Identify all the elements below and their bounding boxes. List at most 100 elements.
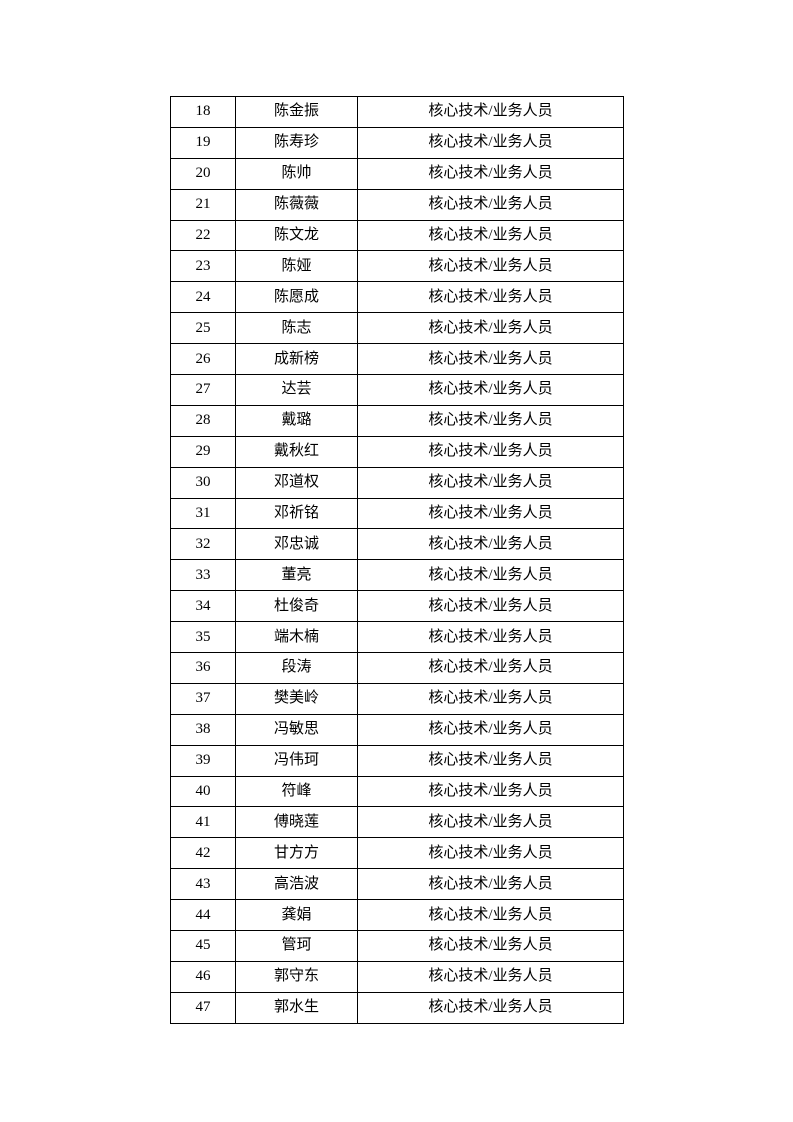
row-number-cell: 46 — [170, 960, 236, 993]
role-cell: 核心技术/业务人员 — [357, 744, 624, 777]
name-cell: 邓忠诚 — [235, 528, 358, 561]
role-cell: 核心技术/业务人员 — [357, 219, 624, 252]
name-cell: 陈薇薇 — [235, 188, 358, 221]
name-cell: 龚娟 — [235, 899, 358, 932]
table-row: 21 陈薇薇 核心技术/业务人员 — [170, 188, 624, 221]
name-cell: 樊美岭 — [235, 682, 358, 715]
role-cell: 核心技术/业务人员 — [357, 374, 624, 406]
role-cell: 核心技术/业务人员 — [357, 930, 624, 962]
table-row: 32 邓忠诚 核心技术/业务人员 — [170, 528, 624, 561]
role-cell: 核心技术/业务人员 — [357, 806, 624, 839]
role-cell: 核心技术/业务人员 — [357, 250, 624, 283]
role-cell: 核心技术/业务人员 — [357, 652, 624, 684]
name-cell: 郭守东 — [235, 960, 358, 993]
name-cell: 傅晓莲 — [235, 806, 358, 839]
row-number-cell: 27 — [170, 374, 236, 406]
table-row: 30 邓道权 核心技术/业务人员 — [170, 466, 624, 499]
table-row: 35 端木楠 核心技术/业务人员 — [170, 621, 624, 654]
name-cell: 符峰 — [235, 775, 358, 808]
table-row: 46 郭守东 核心技术/业务人员 — [170, 960, 624, 993]
role-cell: 核心技术/业务人员 — [357, 96, 624, 128]
role-cell: 核心技术/业务人员 — [357, 157, 624, 190]
table-row: 41 傅晓莲 核心技术/业务人员 — [170, 806, 624, 839]
name-cell: 达芸 — [235, 374, 358, 406]
row-number-cell: 43 — [170, 868, 236, 901]
row-number-cell: 37 — [170, 682, 236, 715]
table-row: 43 高浩波 核心技术/业务人员 — [170, 868, 624, 901]
name-cell: 陈金振 — [235, 96, 358, 128]
name-cell: 邓道权 — [235, 466, 358, 499]
role-cell: 核心技术/业务人员 — [357, 682, 624, 715]
role-cell: 核心技术/业务人员 — [357, 343, 624, 376]
role-cell: 核心技术/业务人员 — [357, 312, 624, 345]
table-row: 38 冯敏思 核心技术/业务人员 — [170, 713, 624, 746]
row-number-cell: 38 — [170, 713, 236, 746]
table-row: 22 陈文龙 核心技术/业务人员 — [170, 219, 624, 252]
row-number-cell: 36 — [170, 652, 236, 684]
table-row: 23 陈娅 核心技术/业务人员 — [170, 250, 624, 283]
row-number-cell: 18 — [170, 96, 236, 128]
table-row: 25 陈志 核心技术/业务人员 — [170, 312, 624, 345]
role-cell: 核心技术/业务人员 — [357, 960, 624, 993]
name-cell: 端木楠 — [235, 621, 358, 654]
role-cell: 核心技术/业务人员 — [357, 899, 624, 932]
table-body: 18 陈金振 核心技术/业务人员 19 陈寿珍 核心技术/业务人员 20 陈帅 … — [170, 96, 624, 1024]
row-number-cell: 26 — [170, 343, 236, 376]
table-row: 20 陈帅 核心技术/业务人员 — [170, 157, 624, 190]
name-cell: 杜俊奇 — [235, 590, 358, 623]
name-cell: 高浩波 — [235, 868, 358, 901]
role-cell: 核心技术/业务人员 — [357, 497, 624, 530]
table-row: 36 段涛 核心技术/业务人员 — [170, 652, 624, 684]
table-row: 34 杜俊奇 核心技术/业务人员 — [170, 590, 624, 623]
row-number-cell: 47 — [170, 991, 236, 1024]
table-row: 37 樊美岭 核心技术/业务人员 — [170, 682, 624, 715]
table-row: 24 陈愿成 核心技术/业务人员 — [170, 281, 624, 314]
row-number-cell: 34 — [170, 590, 236, 623]
name-cell: 甘方方 — [235, 837, 358, 870]
role-cell: 核心技术/业务人员 — [357, 188, 624, 221]
name-cell: 戴璐 — [235, 404, 358, 437]
role-cell: 核心技术/业务人员 — [357, 404, 624, 437]
name-cell: 陈志 — [235, 312, 358, 345]
role-cell: 核心技术/业务人员 — [357, 991, 624, 1024]
row-number-cell: 44 — [170, 899, 236, 932]
row-number-cell: 39 — [170, 744, 236, 777]
name-cell: 成新榜 — [235, 343, 358, 376]
row-number-cell: 19 — [170, 126, 236, 159]
name-cell: 邓祈铭 — [235, 497, 358, 530]
name-cell: 陈文龙 — [235, 219, 358, 252]
role-cell: 核心技术/业务人员 — [357, 528, 624, 561]
row-number-cell: 42 — [170, 837, 236, 870]
table-row: 19 陈寿珍 核心技术/业务人员 — [170, 126, 624, 159]
table-row: 27 达芸 核心技术/业务人员 — [170, 374, 624, 406]
row-number-cell: 30 — [170, 466, 236, 499]
name-cell: 陈娅 — [235, 250, 358, 283]
row-number-cell: 24 — [170, 281, 236, 314]
row-number-cell: 22 — [170, 219, 236, 252]
row-number-cell: 20 — [170, 157, 236, 190]
row-number-cell: 33 — [170, 559, 236, 592]
role-cell: 核心技术/业务人员 — [357, 126, 624, 159]
table-row: 39 冯伟珂 核心技术/业务人员 — [170, 744, 624, 777]
row-number-cell: 35 — [170, 621, 236, 654]
table-row: 40 符峰 核心技术/业务人员 — [170, 775, 624, 808]
row-number-cell: 40 — [170, 775, 236, 808]
role-cell: 核心技术/业务人员 — [357, 281, 624, 314]
table-row: 29 戴秋红 核心技术/业务人员 — [170, 435, 624, 468]
row-number-cell: 21 — [170, 188, 236, 221]
name-cell: 冯伟珂 — [235, 744, 358, 777]
row-number-cell: 32 — [170, 528, 236, 561]
table-row: 31 邓祈铭 核心技术/业务人员 — [170, 497, 624, 530]
role-cell: 核心技术/业务人员 — [357, 713, 624, 746]
name-cell: 戴秋红 — [235, 435, 358, 468]
role-cell: 核心技术/业务人员 — [357, 466, 624, 499]
table-row: 45 管珂 核心技术/业务人员 — [170, 930, 624, 962]
row-number-cell: 23 — [170, 250, 236, 283]
row-number-cell: 45 — [170, 930, 236, 962]
name-cell: 管珂 — [235, 930, 358, 962]
name-cell: 陈愿成 — [235, 281, 358, 314]
row-number-cell: 31 — [170, 497, 236, 530]
table-row: 26 成新榜 核心技术/业务人员 — [170, 343, 624, 376]
table-row: 44 龚娟 核心技术/业务人员 — [170, 899, 624, 932]
